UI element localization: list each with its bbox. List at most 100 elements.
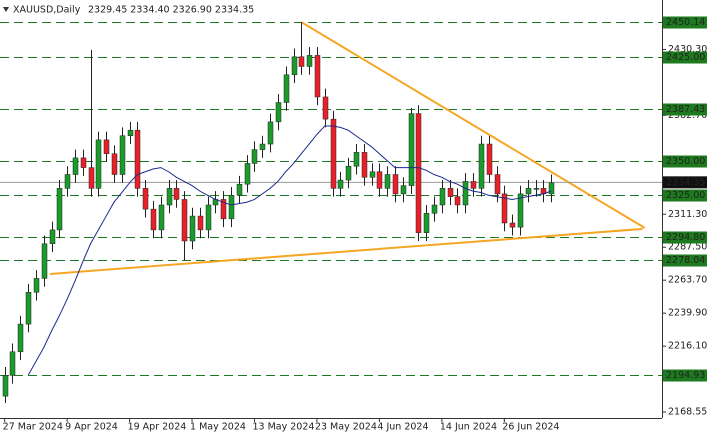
level-label: 2294.80 [666,232,705,243]
candle-body [314,55,321,98]
candle-body [369,171,376,178]
y-tick-label: 2287.50 [668,242,707,253]
candle-body [486,143,493,175]
level-label-box [663,155,707,168]
level-label: 2350.00 [666,156,705,167]
candle-body [330,118,337,189]
x-tick-label: 26 Jun 2024 [502,422,559,433]
candle-body [64,174,71,189]
candle-body [197,215,204,231]
ohlc-readout: 2329.45 2334.40 2326.90 2334.35 [88,5,254,16]
moving-average [27,125,552,376]
candle-body [88,167,95,189]
trendline [300,21,646,229]
candle-body [400,185,407,195]
level-label-box [663,189,707,202]
level-label: 2194.93 [666,370,705,381]
candle-body [501,193,508,224]
x-tick-label: 27 Mar 2024 [3,422,63,433]
candle-body [17,323,24,353]
candle-body [494,174,501,195]
candle-body [173,188,180,200]
y-tick-label: 2430.30 [668,44,707,55]
x-tick-label: 9 Apr 2024 [65,422,118,433]
candle-body [337,179,344,189]
trendline [49,227,643,275]
level-label-box [663,16,707,29]
level-label: 2278.04 [666,255,705,266]
candle-body [41,243,48,279]
candle-body [56,188,63,231]
y-tick-label: 2311.30 [668,209,707,220]
candle-body [306,55,313,67]
y-tick-label: 2263.70 [668,275,707,286]
candle-body [533,188,540,190]
candle-body [95,139,102,189]
y-tick-label: 2168.55 [668,406,707,417]
level-label: 2425.00 [666,52,705,63]
candle-body [166,188,173,206]
candle-body [291,56,298,76]
y-tick-label: 2216.10 [668,341,707,352]
candle-body [509,222,516,228]
candle-body [72,157,79,175]
candle-body [267,121,274,145]
level-label-box [663,231,707,244]
symbol: XAUUSD,Daily [13,5,81,16]
candle-body [525,188,532,195]
candle-body [462,181,469,206]
candle-body [423,213,430,233]
y-tick-label: 2239.90 [668,308,707,319]
candle-body [376,171,383,189]
candle-body [439,188,446,206]
candle-body [228,195,235,220]
candle-body [127,129,134,136]
level-label: 2325.00 [666,190,705,201]
candle-body [134,129,141,189]
candle-body [251,149,258,164]
candle-body [236,183,243,196]
candle-body [150,208,157,231]
candle-body [517,193,524,228]
candle-body [454,196,461,206]
header-icon [3,7,9,12]
candle-body [548,182,555,195]
level-label-box [663,51,707,64]
candle-body [447,188,454,197]
candle-body [119,135,126,175]
x-tick-label: 4 Jun 2024 [377,422,428,433]
candle-body [283,74,290,103]
candle-body [361,152,368,178]
x-tick-label: 23 May 2024 [315,422,377,433]
candle-body [322,96,329,120]
x-tick-label: 1 May 2024 [190,422,246,433]
candle-body [103,139,110,154]
candle-body [244,163,251,185]
candle-body [158,204,165,231]
candle-body [181,199,188,242]
candle-body [259,143,266,150]
candle-body [408,113,415,186]
level-label: 2450.14 [666,17,705,28]
candle-body [9,351,16,376]
level-label: 2387.43 [666,104,705,115]
x-tick-label: 13 May 2024 [252,422,314,433]
candle-body [384,174,391,189]
candle-body [298,56,305,67]
x-tick-label: 19 Apr 2024 [128,422,187,433]
candle-body [49,229,56,245]
candle-body [25,291,32,325]
candle-body [205,204,212,231]
candle-body [142,188,149,210]
candle-body [353,152,360,167]
level-label-box [663,103,707,116]
candle-body [80,157,87,168]
candle-body [189,215,196,242]
candle-body [392,174,399,195]
candle-body [478,143,485,189]
x-tick-label: 14 Jun 2024 [440,422,497,433]
current-price-box [663,176,707,189]
current-price-label: 2334.35 [666,177,705,188]
candle-body [111,153,118,175]
